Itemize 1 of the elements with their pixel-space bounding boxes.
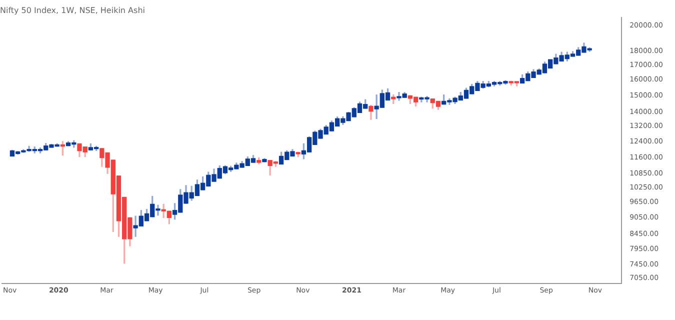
chart-title: Nifty 50 Index, 1W, NSE, Heikin Ashi — [0, 6, 145, 15]
